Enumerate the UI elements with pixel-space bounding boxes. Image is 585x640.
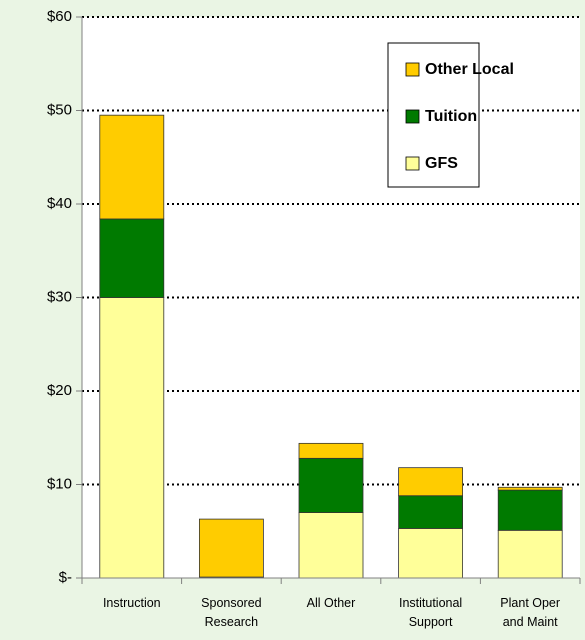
x-tick-label: All Other [306, 596, 356, 610]
bar-segment [298, 457, 364, 513]
y-tick-label: $40 [47, 195, 72, 212]
bar-segment [99, 114, 165, 220]
bar-segment [497, 486, 563, 491]
y-tick-label: $20 [47, 382, 72, 399]
y-tick-label: $60 [47, 8, 72, 25]
legend-swatch [405, 156, 420, 171]
bar-segment [398, 528, 464, 579]
legend-swatch [405, 62, 420, 77]
bar-segment [99, 297, 165, 579]
legend-label: Other Local [425, 61, 514, 78]
bar-segment [398, 467, 464, 497]
legend-label: GFS [425, 155, 458, 172]
x-tick-label: Sponsored Research [201, 596, 262, 629]
legend-label: Tuition [425, 108, 477, 125]
y-tick-label: $10 [47, 475, 72, 492]
bar-segment [99, 218, 165, 298]
y-tick-label: $- [59, 569, 72, 586]
bar-segment [298, 512, 364, 579]
legend [387, 42, 480, 188]
legend-swatch [405, 109, 420, 124]
x-tick-label: Instruction [102, 596, 161, 610]
x-tick-label: Institutional Support [398, 596, 463, 629]
y-tick-label: $30 [47, 288, 72, 305]
bar-segment [298, 442, 364, 459]
x-tick-label: Plant Oper and Maint [500, 596, 561, 629]
bar-segment [398, 495, 464, 529]
bar-segment [497, 529, 563, 579]
bar-segment [198, 518, 264, 578]
y-tick-label: $50 [47, 101, 72, 118]
bar-segment [497, 489, 563, 531]
